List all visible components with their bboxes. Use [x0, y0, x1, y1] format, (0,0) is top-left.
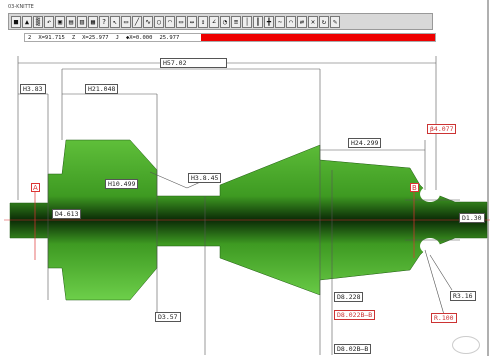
dim-d11[interactable]: R.100 — [431, 313, 457, 323]
dim-d9[interactable]: D1.30 — [459, 213, 485, 223]
dim-overall-length[interactable]: H57.02 — [160, 58, 227, 68]
dim-d2[interactable]: H21.048 — [85, 84, 119, 94]
view-a-icon[interactable]: ▤ — [66, 15, 76, 28]
coord-c: Z — [71, 34, 76, 41]
dim-h-icon[interactable]: ↔ — [187, 15, 197, 28]
coord-x: X=91.715 — [38, 34, 65, 41]
status-strip: XYZ B A — [201, 34, 435, 41]
line-icon[interactable]: ╱ — [132, 15, 142, 28]
dim-v-icon[interactable]: ↕ — [198, 15, 208, 28]
coordinate-readout: 2 X=91.715 Z X=25.977 J ◆X=0.000 25.977 … — [24, 33, 436, 42]
select-icon[interactable]: ▭ — [121, 15, 131, 28]
dim-r-icon[interactable]: ◔ — [220, 15, 230, 28]
coord-g: 25.977 — [159, 34, 180, 41]
dim-d8[interactable]: β4.077 — [427, 124, 457, 134]
view-c-icon[interactable]: ▦ — [88, 15, 98, 28]
dim-d13[interactable]: D8.022B–B — [334, 310, 376, 320]
dim-d7[interactable]: H24.299 — [348, 138, 382, 148]
offset-icon[interactable]: ≡ — [231, 15, 241, 28]
coord-z: X=25.977 — [82, 34, 109, 41]
section-label-a[interactable]: A — [31, 183, 40, 192]
dim-d6[interactable]: D3.57 — [155, 312, 181, 322]
arc-icon[interactable]: ◠ — [165, 15, 175, 28]
dimension-lines — [17, 56, 460, 355]
new-icon[interactable]: ■ — [11, 15, 21, 28]
coord-f: ◆X=0.000 — [125, 34, 153, 41]
refresh-icon[interactable]: ↻ — [319, 15, 329, 28]
section-label-b[interactable]: B — [410, 183, 419, 192]
coord-a: 2 — [28, 34, 32, 41]
dim-d1[interactable]: H3.83 — [20, 84, 46, 94]
split-icon[interactable]: ┃ — [253, 15, 263, 28]
cross-icon[interactable]: ✕ — [308, 15, 318, 28]
dim-a-icon[interactable]: ∠ — [209, 15, 219, 28]
dim-d3[interactable]: H10.499 — [105, 179, 139, 189]
dim-d5[interactable]: D4.613 — [52, 209, 82, 219]
watermark-logo — [452, 336, 480, 354]
curve-icon[interactable]: ∿ — [143, 15, 153, 28]
flip-icon[interactable]: ⇄ — [297, 15, 307, 28]
coord-e: J — [115, 34, 119, 41]
view-b-icon[interactable]: ▥ — [77, 15, 87, 28]
dim-d4[interactable]: H3.8.45 — [188, 173, 222, 183]
dim-d12[interactable]: D8.228 — [334, 292, 364, 302]
rect-icon[interactable]: ▭ — [176, 15, 186, 28]
grid-icon[interactable]: ▒ — [33, 15, 43, 28]
wave-icon[interactable]: ∼ — [275, 15, 285, 28]
dim-d14[interactable]: D8.02B–B — [334, 344, 372, 354]
section-markers — [34, 184, 415, 260]
help-icon[interactable]: ? — [99, 15, 109, 28]
open-icon[interactable]: ▲ — [22, 15, 32, 28]
circle-icon[interactable]: ○ — [154, 15, 164, 28]
pointer-icon[interactable]: ↖ — [110, 15, 120, 28]
pencil-icon[interactable]: ✎ — [330, 15, 340, 28]
window-title: 03-KNITTE — [8, 4, 34, 10]
dim-d10[interactable]: R3.16 — [450, 291, 476, 301]
toolbar: ■ ▲ ▒ ↶ ▣ ▤ ▥ ▦? ↖ ▭ ╱ ∿ ○ ◠ ▭ ↔ ↕ ∠ ◔ ≡ │ ┃ ╋ ∼ ⌒ ⇄ ✕ ↻ ✎ — [8, 13, 433, 30]
join-icon[interactable]: ╋ — [264, 15, 274, 28]
bend-icon[interactable]: ⌒ — [286, 15, 296, 28]
print-icon[interactable]: ▣ — [55, 15, 65, 28]
undo-icon[interactable]: ↶ — [44, 15, 54, 28]
mirror-icon[interactable]: │ — [242, 15, 252, 28]
